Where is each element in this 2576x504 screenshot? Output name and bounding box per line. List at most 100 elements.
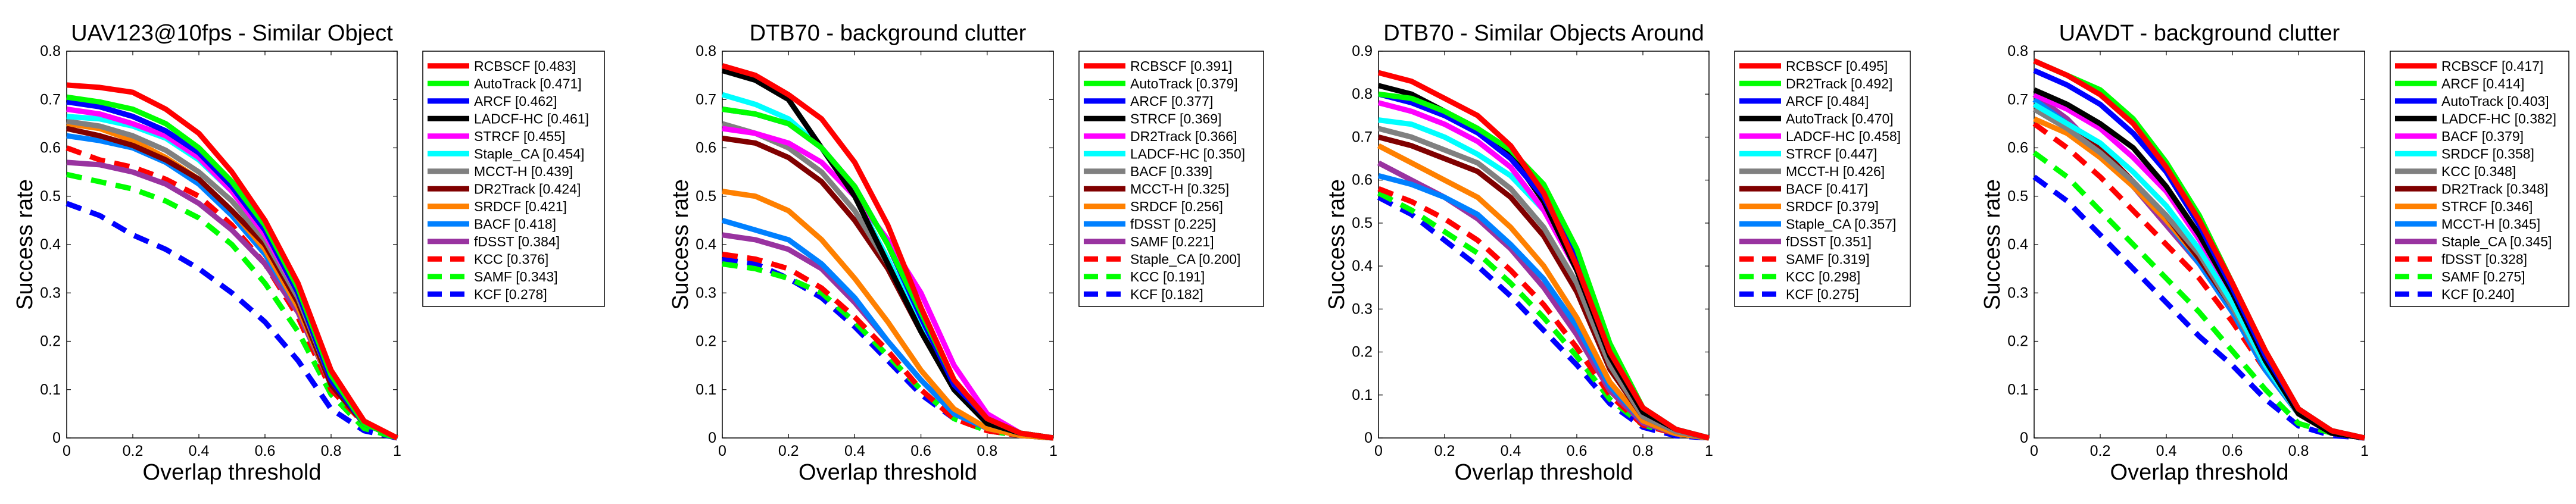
y-tick-label: 0.5 bbox=[1352, 215, 1373, 231]
y-tick-label: 0.4 bbox=[2007, 236, 2028, 253]
x-tick-label: 0.6 bbox=[910, 443, 931, 459]
legend-label-10: BACF [0.418] bbox=[474, 216, 556, 231]
y-tick-label: 0 bbox=[52, 430, 61, 446]
y-tick-label: 0.4 bbox=[40, 236, 61, 253]
y-tick-label: 0.1 bbox=[696, 381, 716, 398]
legend-label-5: BACF [0.379] bbox=[2441, 129, 2524, 144]
x-tick-label: 1 bbox=[1049, 443, 1058, 459]
legend-label-3: ARCF [0.377] bbox=[1130, 93, 1213, 109]
y-tick-label: 0.3 bbox=[696, 284, 716, 301]
y-tick-label: 0.8 bbox=[40, 43, 61, 60]
plot-area bbox=[1378, 51, 1710, 439]
legend-box bbox=[1078, 51, 1264, 307]
legend-label-7: BACF [0.339] bbox=[1130, 164, 1212, 179]
legend-label-8: BACF [0.417] bbox=[1786, 181, 1868, 196]
legend-label-4: LADCF-HC [0.382] bbox=[2441, 111, 2556, 126]
x-tick-label: 0.6 bbox=[1567, 443, 1588, 459]
series-line-14 bbox=[1377, 195, 1710, 441]
legend-label-6: STRCF [0.447] bbox=[1786, 146, 1877, 161]
legend-label-6: SRDCF [0.358] bbox=[2441, 146, 2534, 161]
series-lines bbox=[66, 82, 399, 441]
y-tick-label: 0.4 bbox=[696, 236, 716, 253]
y-tick-label: 0.1 bbox=[1352, 387, 1373, 403]
x-axis-label: Overlap threshold bbox=[143, 460, 322, 485]
chart-title: UAV123@10fps - Similar Object bbox=[71, 21, 393, 46]
legend-label-14: KCF [0.275] bbox=[1786, 286, 1859, 302]
legend: RCBSCF [0.391] AutoTrack [0.379] ARCF [0.3… bbox=[1078, 51, 1264, 307]
y-tick-label: 0.1 bbox=[40, 381, 61, 398]
y-axis-label: Success rate bbox=[668, 179, 693, 310]
legend-label-14: KCF [0.240] bbox=[2441, 286, 2515, 302]
y-tick-label: 0.2 bbox=[696, 333, 716, 350]
x-tick-label: 0.4 bbox=[844, 443, 865, 459]
legend-label-3: ARCF [0.484] bbox=[1786, 93, 1869, 109]
series-line-12 bbox=[1377, 186, 1710, 441]
chart-panel-4: UAVDT - background clutter 0 0.2 0.4 0.6 0.8 1… bbox=[1980, 21, 2569, 485]
chart-title: UAVDT - background clutter bbox=[2059, 21, 2340, 46]
x-tick-label: 0.6 bbox=[255, 443, 276, 459]
legend-label-9: SRDCF [0.421] bbox=[474, 199, 567, 214]
y-tick-label: 0.5 bbox=[40, 188, 61, 205]
legend-label-10: Staple_CA [0.357] bbox=[1786, 216, 1896, 231]
y-tick-label: 0.6 bbox=[2007, 140, 2028, 156]
legend-label-8: MCCT-H [0.325] bbox=[1130, 181, 1229, 196]
legend-label-2: ARCF [0.414] bbox=[2441, 76, 2524, 91]
x-tick-label: 0.8 bbox=[1633, 443, 1654, 459]
legend-label-14: KCF [0.182] bbox=[1130, 286, 1203, 302]
x-tick-label: 1 bbox=[393, 443, 401, 459]
legend-label-7: KCC [0.348] bbox=[2441, 164, 2516, 179]
legend-label-2: DR2Track [0.492] bbox=[1786, 76, 1892, 91]
series-line-12 bbox=[66, 145, 398, 441]
x-tick-label: 0.2 bbox=[123, 443, 144, 459]
legend-label-9: SRDCF [0.379] bbox=[1786, 199, 1879, 214]
legend-label-4: AutoTrack [0.470] bbox=[1786, 111, 1894, 126]
y-tick-label: 0.6 bbox=[696, 140, 716, 156]
y-axis-label: Success rate bbox=[13, 179, 38, 310]
legend-label-1: RCBSCF [0.417] bbox=[2441, 58, 2543, 74]
y-tick-label: 0.7 bbox=[40, 91, 61, 108]
y-tick-label: 0 bbox=[2020, 430, 2028, 446]
legend: RCBSCF [0.417] ARCF [0.414] AutoTrack [0.4… bbox=[2390, 51, 2569, 307]
legend-label-8: DR2Track [0.424] bbox=[474, 181, 581, 196]
x-tick-label: 0.4 bbox=[189, 443, 210, 459]
x-tick-label: 0 bbox=[718, 443, 726, 459]
legend-label-2: AutoTrack [0.379] bbox=[1130, 76, 1238, 91]
x-tick-label: 0.4 bbox=[2156, 443, 2177, 459]
x-tick-label: 0.2 bbox=[1434, 443, 1455, 459]
y-axis-label: Success rate bbox=[1324, 179, 1349, 310]
x-tick-label: 0.2 bbox=[2090, 443, 2111, 459]
series-lines bbox=[2032, 58, 2365, 441]
series-line-1 bbox=[2033, 58, 2365, 441]
x-tick-label: 0.2 bbox=[778, 443, 799, 459]
legend: RCBSCF [0.495] DR2Track [0.492] ARCF [0.48… bbox=[1734, 51, 1911, 307]
legend-box bbox=[422, 51, 605, 307]
x-tick-label: 0.4 bbox=[1501, 443, 1521, 459]
x-tick-label: 0.8 bbox=[321, 443, 342, 459]
series-lines bbox=[1377, 70, 1710, 441]
y-tick-label: 0.5 bbox=[2007, 188, 2028, 205]
series-line-13 bbox=[66, 171, 398, 441]
chart-panel-3: DTB70 - Similar Objects Around 0 0.2 0.4 0.6… bbox=[1324, 21, 1911, 485]
series-line-14 bbox=[66, 201, 398, 441]
legend-label-13: KCC [0.191] bbox=[1130, 269, 1205, 284]
legend-label-12: fDSST [0.328] bbox=[2441, 251, 2527, 267]
legend-label-10: MCCT-H [0.345] bbox=[2441, 216, 2540, 231]
legend-label-7: MCCT-H [0.426] bbox=[1786, 164, 1885, 179]
legend-label-9: STRCF [0.346] bbox=[2441, 199, 2533, 214]
y-tick-label: 0.7 bbox=[1352, 129, 1373, 145]
legend-label-1: RCBSCF [0.495] bbox=[1786, 58, 1888, 74]
legend: RCBSCF [0.483] AutoTrack [0.471] ARCF [0.4… bbox=[422, 51, 605, 307]
chart-title: DTB70 - background clutter bbox=[750, 21, 1027, 46]
legend-box bbox=[1734, 51, 1911, 307]
series-lines bbox=[721, 63, 1054, 441]
series-line-1 bbox=[721, 63, 1054, 441]
x-tick-label: 1 bbox=[2360, 443, 2369, 459]
y-tick-label: 0.2 bbox=[2007, 333, 2028, 350]
y-axis-label: Success rate bbox=[1980, 179, 2005, 310]
y-tick-label: 0 bbox=[708, 430, 716, 446]
legend-label-12: Staple_CA [0.200] bbox=[1130, 251, 1240, 267]
series-line-1 bbox=[66, 82, 399, 441]
series-line-14 bbox=[2032, 174, 2365, 441]
chart-title: DTB70 - Similar Objects Around bbox=[1383, 21, 1704, 46]
